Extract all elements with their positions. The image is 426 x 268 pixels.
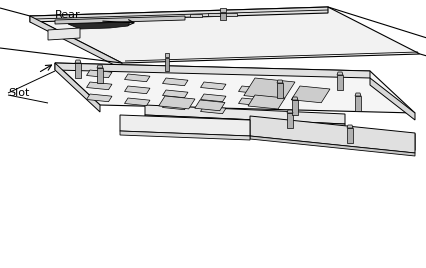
Polygon shape: [286, 110, 292, 113]
Polygon shape: [200, 94, 225, 102]
Polygon shape: [249, 116, 414, 153]
Polygon shape: [276, 80, 282, 83]
Polygon shape: [276, 83, 282, 98]
Polygon shape: [200, 106, 225, 114]
Polygon shape: [238, 98, 263, 106]
Polygon shape: [124, 86, 150, 94]
Polygon shape: [346, 128, 352, 143]
Polygon shape: [190, 14, 201, 17]
Polygon shape: [86, 82, 112, 90]
Polygon shape: [219, 13, 225, 20]
Polygon shape: [291, 100, 297, 115]
Polygon shape: [286, 113, 292, 128]
Polygon shape: [291, 86, 329, 103]
Polygon shape: [124, 74, 150, 82]
Polygon shape: [120, 131, 249, 140]
Polygon shape: [207, 13, 219, 16]
Polygon shape: [97, 68, 103, 83]
Polygon shape: [55, 63, 414, 113]
Polygon shape: [238, 86, 263, 94]
Polygon shape: [68, 22, 130, 29]
Polygon shape: [30, 7, 327, 22]
Polygon shape: [248, 95, 284, 109]
Polygon shape: [158, 96, 195, 109]
Polygon shape: [219, 8, 225, 12]
Text: Slot: Slot: [8, 88, 29, 98]
Polygon shape: [97, 65, 103, 68]
Polygon shape: [86, 70, 112, 78]
Polygon shape: [86, 94, 112, 102]
Polygon shape: [162, 90, 187, 98]
Polygon shape: [75, 63, 81, 78]
Polygon shape: [225, 13, 236, 16]
Polygon shape: [145, 115, 344, 128]
Polygon shape: [369, 78, 414, 120]
Polygon shape: [243, 78, 294, 100]
Polygon shape: [291, 97, 297, 100]
Polygon shape: [164, 58, 169, 71]
Polygon shape: [30, 16, 122, 69]
Polygon shape: [55, 63, 369, 78]
Polygon shape: [200, 82, 225, 90]
Polygon shape: [48, 28, 80, 40]
Polygon shape: [162, 102, 187, 110]
Polygon shape: [162, 78, 187, 86]
Polygon shape: [164, 53, 169, 57]
Polygon shape: [145, 105, 344, 124]
Polygon shape: [55, 16, 184, 24]
Polygon shape: [336, 72, 342, 75]
Polygon shape: [194, 100, 225, 111]
Text: Rear: Rear: [55, 10, 81, 20]
Polygon shape: [336, 75, 342, 90]
Polygon shape: [346, 125, 352, 128]
Polygon shape: [249, 136, 414, 156]
Polygon shape: [124, 98, 150, 106]
Polygon shape: [30, 7, 419, 63]
Polygon shape: [354, 96, 360, 111]
Polygon shape: [120, 115, 249, 136]
Polygon shape: [354, 93, 360, 96]
Polygon shape: [75, 60, 81, 63]
Polygon shape: [55, 63, 100, 112]
